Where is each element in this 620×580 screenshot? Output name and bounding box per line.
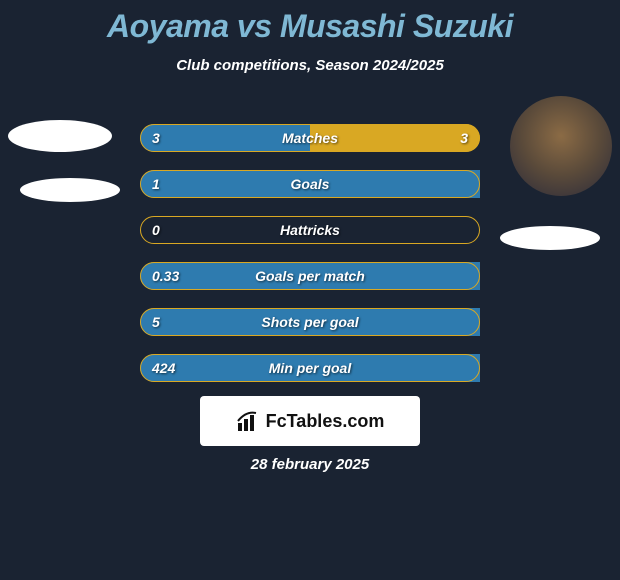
page-title: Aoyama vs Musashi Suzuki (0, 0, 620, 45)
stat-value-left: 5 (152, 314, 160, 330)
subtitle: Club competitions, Season 2024/2025 (0, 57, 620, 74)
player-right-avatar (510, 96, 612, 196)
stat-value-left: 0 (152, 222, 160, 238)
stat-label: Matches (282, 130, 338, 146)
stat-row-matches: 3 Matches 3 (140, 124, 480, 152)
chart-icon (236, 409, 260, 433)
stat-value-right: 3 (460, 130, 468, 146)
stat-label: Goals (291, 176, 330, 192)
stat-label: Shots per goal (261, 314, 358, 330)
player-left-name-placeholder (20, 178, 120, 202)
fctables-logo[interactable]: FcTables.com (200, 396, 420, 446)
stat-row-hattricks: 0 Hattricks (140, 216, 480, 244)
stat-value-left: 424 (152, 360, 175, 376)
stat-row-goals-per-match: 0.33 Goals per match (140, 262, 480, 290)
stat-row-goals: 1 Goals (140, 170, 480, 198)
stat-label: Hattricks (280, 222, 340, 238)
stat-row-min-per-goal: 424 Min per goal (140, 354, 480, 382)
stats-container: 3 Matches 3 1 Goals 0 Hattricks 0.33 Goa… (140, 124, 480, 400)
stat-value-left: 0.33 (152, 268, 179, 284)
stat-value-left: 1 (152, 176, 160, 192)
stat-value-left: 3 (152, 130, 160, 146)
stat-label: Goals per match (255, 268, 365, 284)
date-label: 28 february 2025 (0, 456, 620, 473)
stat-label: Min per goal (269, 360, 351, 376)
logo-text: FcTables.com (266, 411, 385, 432)
stat-row-shots-per-goal: 5 Shots per goal (140, 308, 480, 336)
player-right-name-placeholder (500, 226, 600, 250)
player-left-avatar-placeholder (8, 120, 112, 152)
